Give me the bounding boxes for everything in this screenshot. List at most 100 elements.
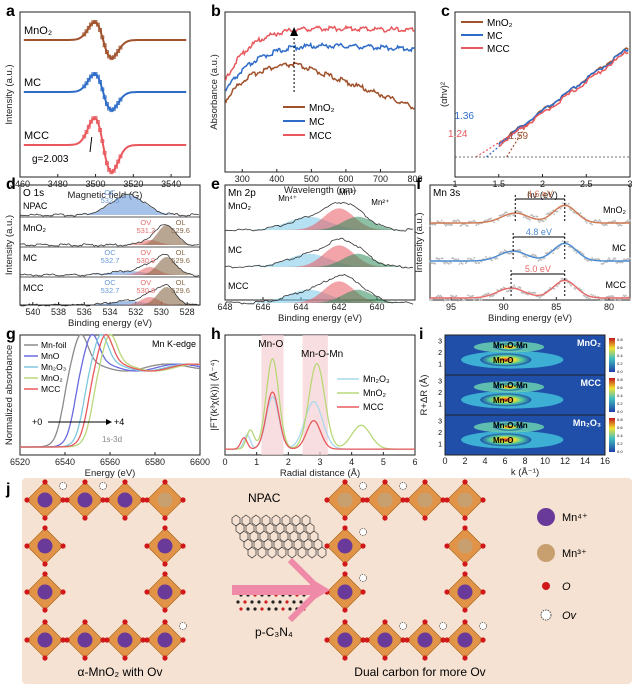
series-MCC-line [498,50,629,147]
series-MnO2-marker [111,55,116,60]
data-point [444,224,447,227]
x-tick-label-g: 6520 [10,457,30,467]
colorbar-tick: 0.6 [617,385,623,390]
y-axis-label-h: |FT(k³χ(k))| (Å⁻⁴) [209,359,220,430]
data-point [480,298,483,301]
x-tick-label-c: 2.5 [580,179,593,189]
peak-name: OC [104,278,116,287]
series-MCC-marker [114,164,118,169]
oxygen-atom [480,497,486,503]
data-point [451,224,454,226]
x-tick-label-e: 648 [217,302,232,312]
data-point [470,258,472,261]
data-point [484,219,487,222]
data-point [443,223,446,226]
oxygen-atom [422,655,428,661]
state-peak-fill [225,208,415,230]
series-MC-marker [118,97,123,102]
data-point [558,245,561,248]
legend-label-MCC: MCC [487,44,510,55]
c3n4-atom [271,600,275,604]
data-point [440,295,443,298]
legend-label-MCC: MCC [309,131,332,142]
data-point [624,294,627,297]
valence-end: +4 [114,417,124,427]
data-point [580,288,583,291]
x-tick-label-a: 3540 [161,179,181,189]
schematic-background [22,478,632,684]
data-point [473,219,476,222]
oxygen-atom [104,497,110,503]
oxygen-atom [42,571,48,577]
series-MCC-marker [118,154,123,159]
colorbar-tick: 0.2 [617,401,623,406]
series-MCC-marker [84,130,89,134]
oxygen-atom [342,571,348,577]
data-point [525,256,528,259]
data-point [598,219,601,221]
mn4-atom [457,584,473,600]
process-arrow [232,578,330,602]
x-tick-label-a: 3460 [10,179,30,189]
c3n4-atom [253,607,257,611]
data-point [509,214,511,217]
series-MnO2-marker [116,49,121,53]
oxygen-atom [444,543,450,549]
shell-label: Mn-O-Mn [493,421,528,430]
y-axis-label-d: Intensity (a.u.) [4,215,15,275]
series-MC-marker [82,84,87,89]
panel-d: 540 538 536 534 532 530 528 Binding energy (eV)… [4,176,201,329]
oxygen-atom [42,655,48,661]
oxygen-atom [122,619,128,625]
oxygen-atom [364,497,370,503]
oxygen-atom [342,619,348,625]
series-MnO2-marker [89,22,93,27]
oxidation-state-label: Mn⁴⁺ [278,194,297,203]
x-tick-label-i: 2 [462,456,467,466]
series-MC-line [225,41,415,92]
data-point [519,249,522,252]
colorbar-tick: 0.8 [617,417,623,422]
x-tick-label-e: 646 [255,302,270,312]
colorbar-tick: 0.6 [617,425,623,430]
subpanel-sample: MCC [581,378,602,388]
tangent-MCC [475,122,530,158]
state-peak-fill [225,245,415,267]
x-tick-label-i: 8 [522,456,527,466]
oxidation-state-label: Mn³⁺ [339,188,357,197]
data-point [438,295,441,298]
colorbar-tick: 0.4 [617,353,623,358]
mn3-atom [337,492,353,508]
colorbar-tick: 0.4 [617,433,623,438]
oxygen-atom [42,619,48,625]
legend-ov-icon [540,609,552,621]
data-point [591,223,594,226]
x-tick-label-d: 530 [154,307,169,317]
oxygen-vacancy [359,528,367,536]
panel-j: j NPAC p-C₃N₄ α-MnO₂ with Ov Dual carbon for… [5,478,632,684]
peak-name: OL [176,278,186,287]
oxygen-atom [162,515,168,521]
x-tick-label-i: 6 [502,456,507,466]
data-point [566,241,569,243]
data-point [599,299,602,302]
x-tick-label-e: 640 [369,302,384,312]
y-tick-label-i: 3 [438,419,442,426]
series-MnO2-marker [91,20,96,25]
oxygen-atom [360,589,366,595]
series-MCC-marker [111,168,116,173]
plot-frame-b [224,11,416,173]
oxygen-atom [382,619,388,625]
peak-value: 532.5 [101,196,120,205]
oxygen-atom [140,497,146,503]
x-axis-label-f: Binding energy (eV) [488,313,572,324]
peak-name: OL [176,248,186,257]
oxygen-atom [462,619,468,625]
c3n4-atom [257,600,261,604]
oxygen-atom [364,637,370,643]
y-tick-label-i: 3 [438,379,442,386]
c3n4-atom [292,600,296,604]
x-tick-label-a: 3500 [86,179,106,189]
oxygen-atom [480,543,486,549]
oxygen-atom [42,525,48,531]
